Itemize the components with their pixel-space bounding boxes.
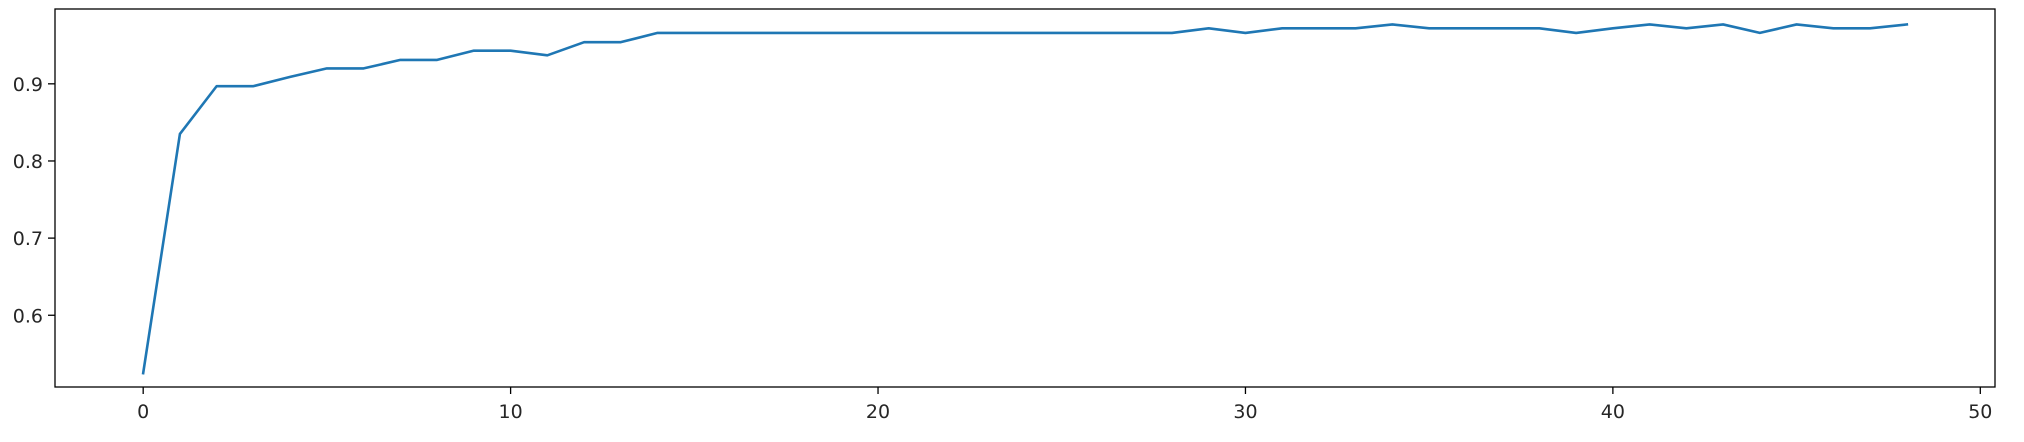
x-axis: 0 10 20 30 40 50 xyxy=(137,387,1992,423)
x-tick-label: 30 xyxy=(1233,401,1257,423)
plot-frame xyxy=(54,8,1996,388)
x-tick-label: 10 xyxy=(499,401,523,423)
y-axis: 0.6 0.7 0.8 0.9 xyxy=(13,74,55,327)
x-tick-label: 20 xyxy=(866,401,890,423)
series-line xyxy=(141,23,1909,375)
y-tick-label: 0.6 xyxy=(13,305,43,327)
x-tick-label: 0 xyxy=(137,401,149,423)
y-tick-label: 0.8 xyxy=(13,151,43,173)
x-tick-label: 50 xyxy=(1968,401,1992,423)
series-layer xyxy=(141,23,1909,375)
x-tick-label: 40 xyxy=(1601,401,1625,423)
y-tick-label: 0.7 xyxy=(13,228,43,250)
y-tick-label: 0.9 xyxy=(13,74,43,96)
